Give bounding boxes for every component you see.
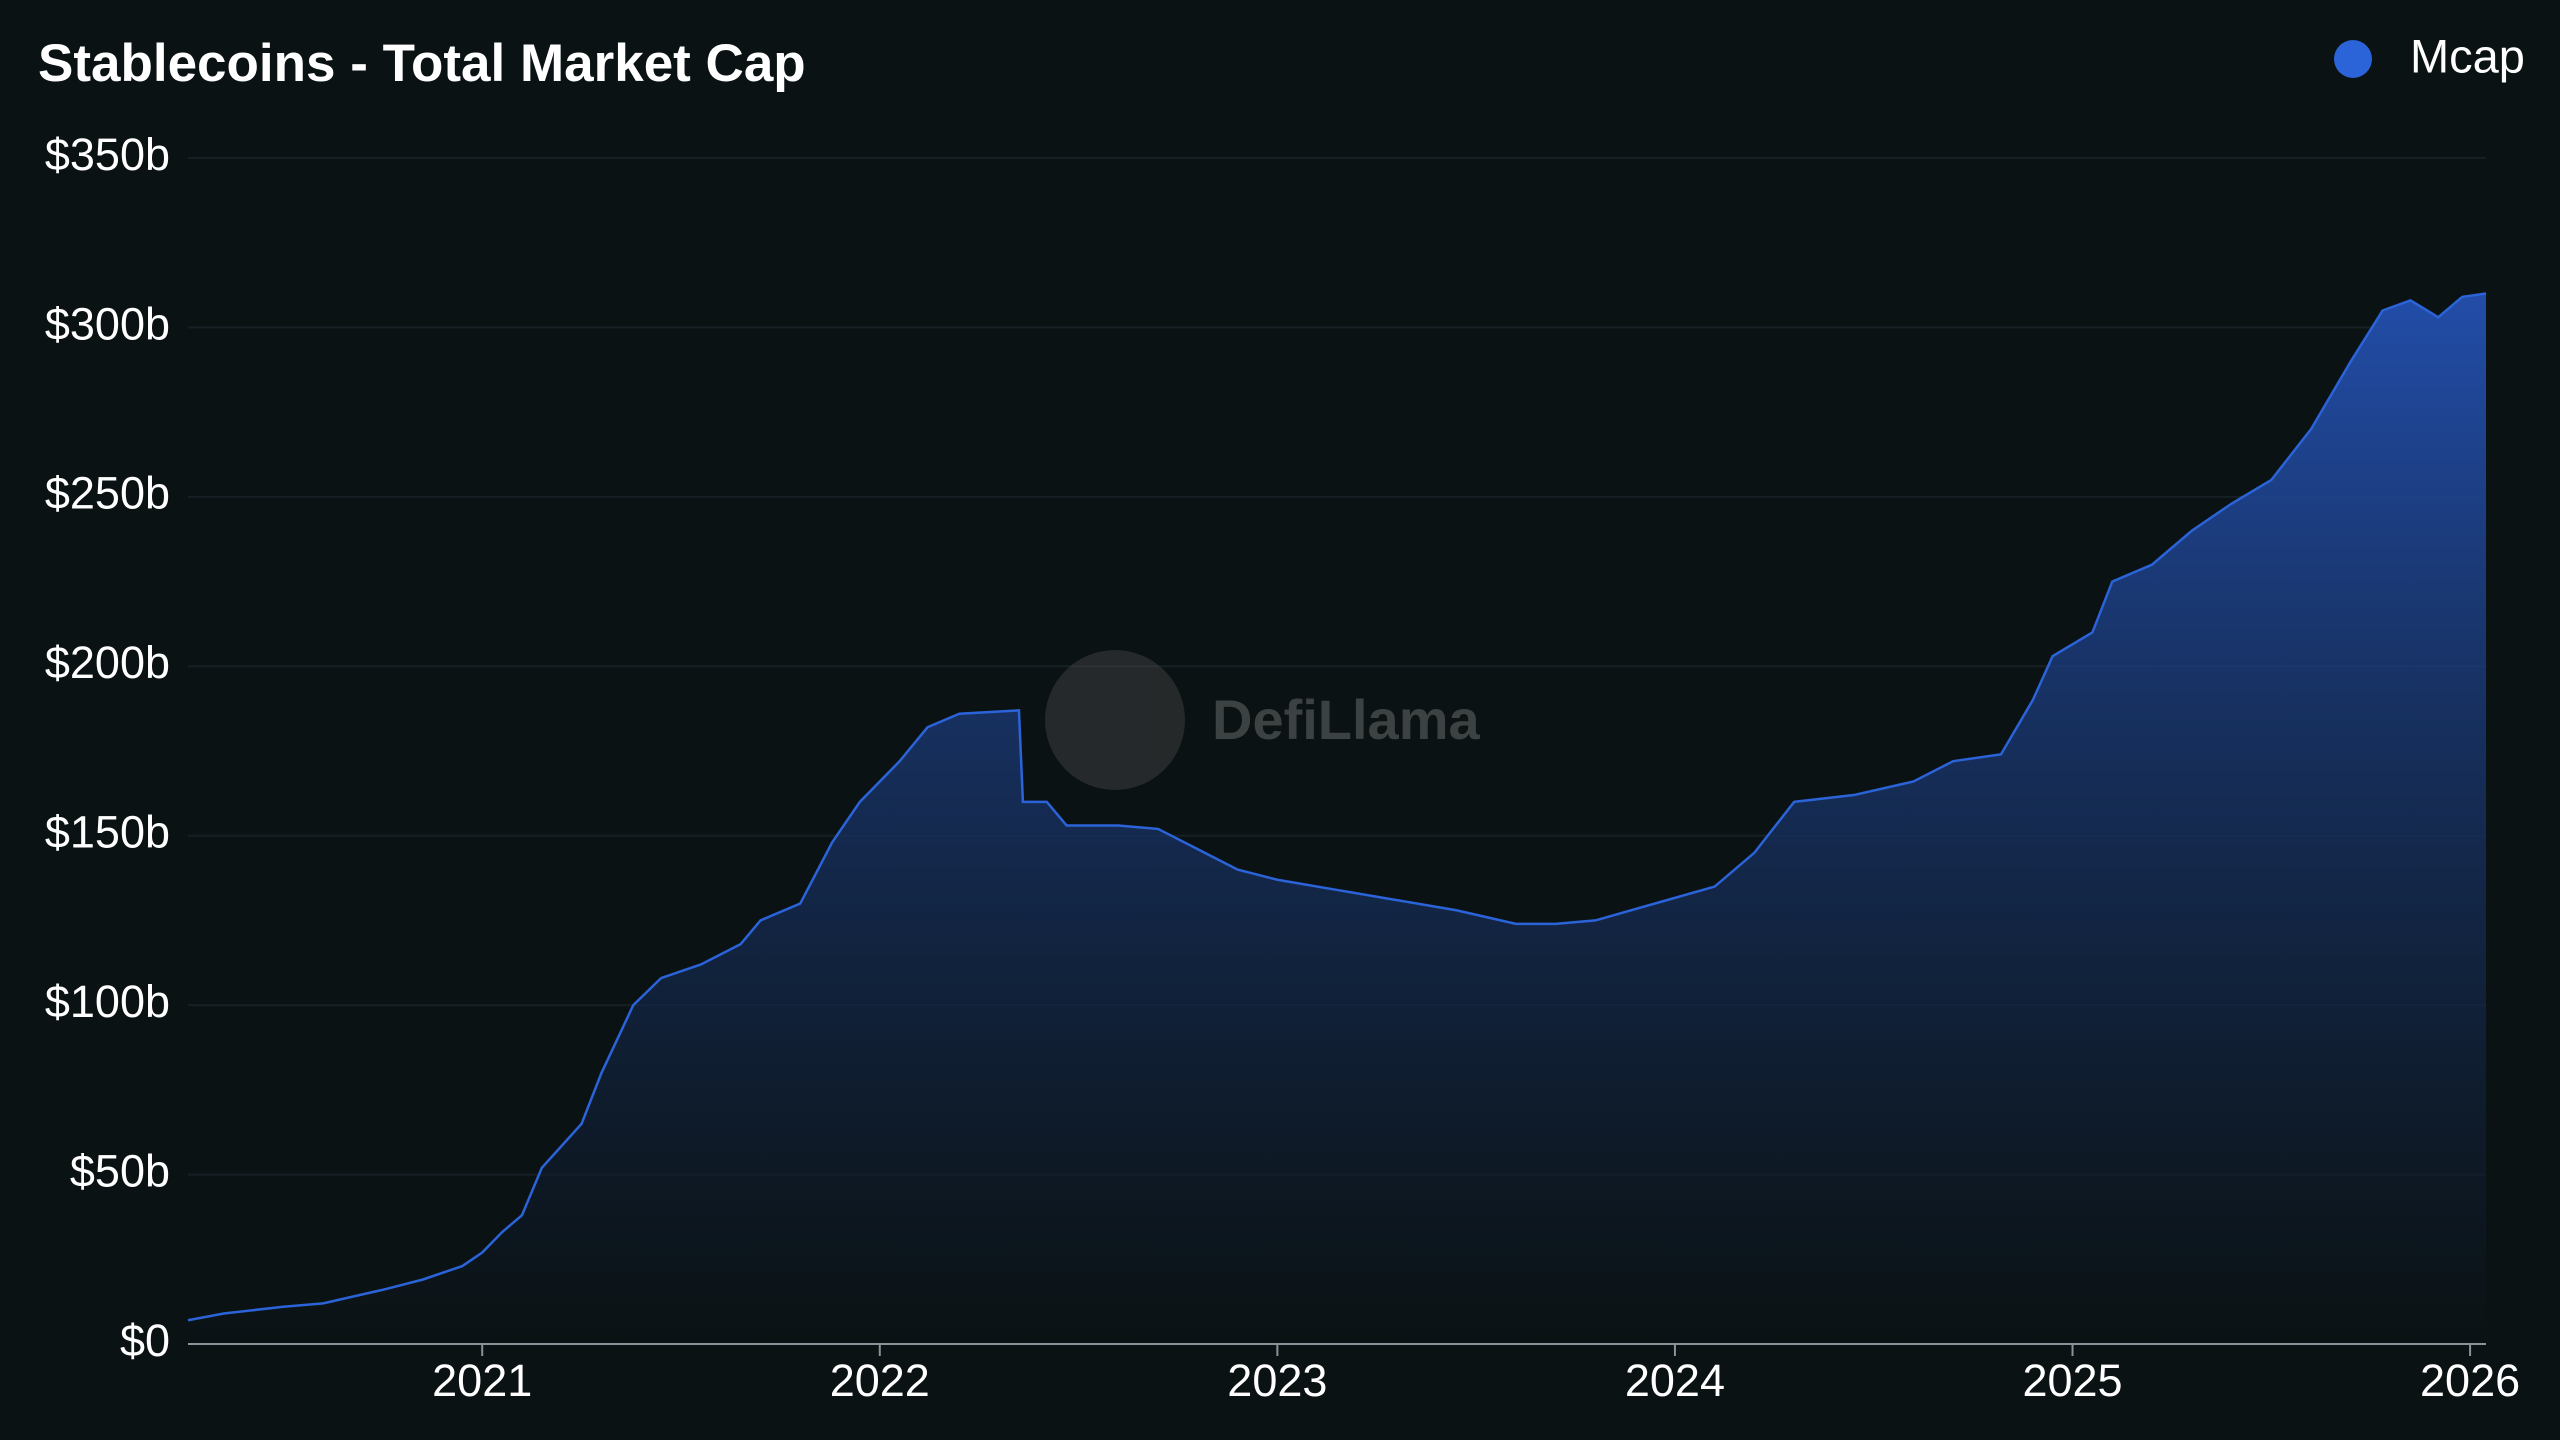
y-tick-label: $0 xyxy=(120,1315,170,1366)
x-tick-label: 2024 xyxy=(1625,1355,1725,1406)
y-tick-label: $100b xyxy=(45,976,170,1027)
y-tick-label: $250b xyxy=(45,468,170,519)
area xyxy=(188,293,2486,1344)
watermark-text: DefiLlama xyxy=(1212,688,1480,751)
x-tick-label: 2021 xyxy=(432,1355,532,1406)
y-tick-label: $350b xyxy=(45,129,170,180)
line xyxy=(187,292,2487,1322)
x-tick-label: 2026 xyxy=(2420,1355,2520,1406)
y-tick-label: $50b xyxy=(70,1145,170,1196)
x-tick-label: 2023 xyxy=(1227,1355,1327,1406)
x-tick-label: 2025 xyxy=(2022,1355,2122,1406)
watermark: DefiLlama xyxy=(1045,650,1480,790)
y-tick-label: $200b xyxy=(45,637,170,688)
y-tick-label: $150b xyxy=(45,807,170,858)
chart-title: Stablecoins - Total Market Cap xyxy=(38,34,806,93)
legend-swatch xyxy=(2334,40,2372,78)
x-tick-label: 2022 xyxy=(830,1355,930,1406)
watermark-logo xyxy=(1045,650,1185,790)
y-tick-label: $300b xyxy=(45,298,170,349)
legend-label: Mcap xyxy=(2410,29,2525,82)
